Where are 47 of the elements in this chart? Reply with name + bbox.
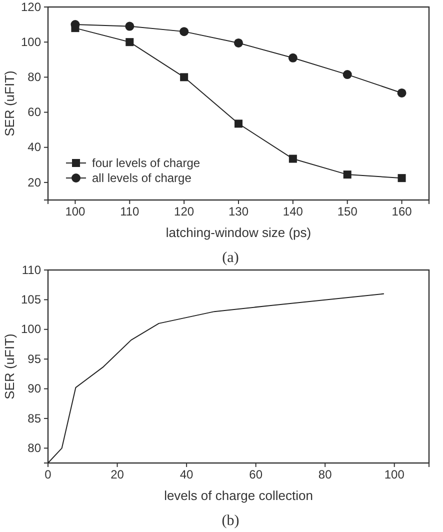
x-tick-label: 100 [65, 204, 86, 219]
x-axis-title: levels of charge collection [164, 488, 313, 503]
point [234, 120, 242, 128]
point [397, 88, 406, 98]
y-tick-label: 20 [28, 175, 42, 190]
x-tick-label: 60 [249, 468, 263, 482]
y-tick-label: 100 [20, 34, 42, 49]
text: (b) [222, 513, 240, 529]
y-tick-label: 120 [20, 0, 42, 14]
point [398, 174, 406, 182]
point [125, 22, 134, 31]
x-tick-label: 20 [110, 468, 124, 482]
point [288, 154, 297, 163]
point [126, 38, 134, 46]
x-tick-label: 100 [384, 468, 405, 482]
x-tick-label: 80 [318, 468, 332, 482]
x-axis-title: latching-window size (ps) [166, 225, 312, 240]
legend-label: four levels of charge [92, 156, 200, 170]
x-tick-label: 160 [392, 204, 412, 219]
y-tick-label: 80 [28, 440, 42, 455]
y-tick-label: 95 [28, 352, 42, 366]
point [180, 27, 189, 36]
y-tick-label: 110 [22, 262, 42, 277]
point [180, 73, 188, 82]
text: (a) [222, 250, 239, 266]
point [342, 70, 352, 80]
y-tick-label: 105 [20, 292, 42, 307]
x-tick-label: 140 [282, 204, 304, 219]
x-tick-label: 130 [228, 204, 249, 219]
line-series [48, 293, 384, 464]
y-tick-label: 85 [28, 411, 42, 426]
point [234, 38, 243, 48]
point [343, 170, 352, 179]
y-tick-label: 100 [20, 322, 42, 336]
x-tick-label: 120 [174, 204, 194, 219]
x-tick-label: 150 [337, 204, 358, 219]
x-tick-label: 40 [180, 468, 194, 482]
y-tick-label: 90 [28, 382, 42, 396]
y-axis-title: SER (uFIT) [2, 334, 17, 400]
y-axis-title: SER (uFIT) [2, 70, 17, 136]
x-tick-label: 110 [120, 204, 140, 219]
y-tick-label: 40 [28, 140, 42, 154]
point [288, 53, 298, 62]
x-tick-label: 0 [44, 468, 52, 482]
y-tick-label: 80 [28, 70, 42, 84]
y-tick-label: 60 [28, 105, 42, 120]
legend-label: all levels of charge [92, 171, 192, 185]
